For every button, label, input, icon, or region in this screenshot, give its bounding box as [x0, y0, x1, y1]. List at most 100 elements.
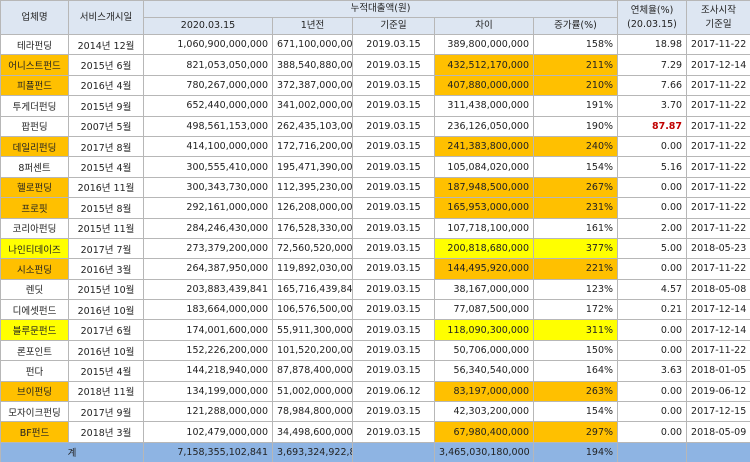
- data-row: 블루문펀드 2017년 6월 174,001,600,000 55,911,300,0…: [0, 319, 750, 341]
- cell: 267%: [532, 176, 619, 199]
- cell: 브이펀딩: [0, 380, 69, 403]
- cell: 0.00: [617, 421, 688, 443]
- cell: 0.00: [617, 339, 688, 362]
- data-row: 테라펀딩 2014년 12월 1,060,900,000,000 671,100,00…: [0, 33, 750, 56]
- cell: 203,883,439,841: [143, 278, 273, 301]
- cell: 144,218,940,000: [143, 360, 273, 382]
- cell: 165,716,439,841: [272, 278, 353, 301]
- cell: 2015년 6월: [68, 54, 144, 76]
- header-cell: 차이: [434, 17, 534, 35]
- header-text: 기준일: [705, 18, 732, 30]
- data-row: 펀다 2015년 4월 144,218,940,000 87,878,400,000 2…: [0, 360, 750, 382]
- cell: 106,576,500,000: [272, 299, 353, 321]
- cell: 200,818,680,000: [434, 237, 534, 260]
- cell: 2019.03.15: [352, 135, 435, 158]
- data-row: 어니스트펀드 2015년 6월 821,053,050,000 388,540,880…: [0, 54, 750, 76]
- header-cell: 조사시작 기준일: [686, 0, 750, 35]
- cell: 190%: [532, 115, 619, 137]
- cell: 78,984,800,000: [272, 401, 353, 423]
- cell: 292,161,000,000: [143, 197, 273, 219]
- cell: 172%: [532, 299, 619, 321]
- empty-cell: [686, 441, 750, 462]
- cell: 273,379,200,000: [143, 237, 273, 260]
- cell: 데일리펀딩: [0, 135, 69, 158]
- cell: 407,880,000,000: [434, 74, 534, 97]
- cell: 0.00: [617, 197, 688, 219]
- cell: 432,512,170,000: [434, 54, 534, 76]
- cell: 코리아펀딩: [0, 217, 69, 239]
- cell: 211%: [532, 54, 619, 76]
- cell: 50,706,000,000: [434, 339, 534, 362]
- cell: 176,528,330,000: [272, 217, 353, 239]
- cell: 264,387,950,000: [143, 258, 273, 280]
- data-row: 나인티데이즈 2017년 7월 273,379,200,000 72,560,520,…: [0, 237, 750, 260]
- cell: 2019.03.15: [352, 95, 435, 117]
- cell: 780,267,000,000: [143, 74, 273, 97]
- cell: 2017-11-22: [686, 135, 750, 158]
- cell: 2019.03.15: [352, 299, 435, 321]
- cell: 2017-12-14: [686, 299, 750, 321]
- cell: 2016년 4월: [68, 74, 144, 97]
- cell: 프로핏: [0, 197, 69, 219]
- empty-cell: [617, 441, 688, 462]
- cell: 2015년 10월: [68, 278, 144, 301]
- header-cell: 서비스개시일: [68, 0, 144, 35]
- cell: 2019.06.12: [352, 380, 435, 403]
- cell: 2017년 8월: [68, 135, 144, 158]
- cell: 389,800,000,000: [434, 33, 534, 56]
- data-row: 론포인트 2016년 10월 152,226,200,000 101,520,200,…: [0, 339, 750, 362]
- cell: 2019.03.15: [352, 156, 435, 178]
- cell: 2019.03.15: [352, 319, 435, 341]
- cell: 300,555,410,000: [143, 156, 273, 178]
- cell: 2019.03.15: [352, 176, 435, 199]
- header-row: 업체명 서비스개시일 누적대출액(원) 연체율(%) (20.03.15) 조사시작 기준일: [0, 0, 750, 35]
- cell: 7.29: [617, 54, 688, 76]
- cell: 55,911,300,000: [272, 319, 353, 341]
- header-cell: 기준일: [352, 17, 435, 35]
- cell: 블루문펀드: [0, 319, 69, 341]
- data-row: BF펀드 2018년 3월 102,479,000,000 34,498,600,00…: [0, 421, 750, 443]
- cell: 2019.03.15: [352, 33, 435, 56]
- data-row: 팝펀딩 2007년 5월 498,561,153,000 262,435,103,00…: [0, 115, 750, 137]
- cell: 2019.03.15: [352, 237, 435, 260]
- cell: 3.63: [617, 360, 688, 382]
- cell: 262,435,103,000: [272, 115, 353, 137]
- cell: 2018년 11월: [68, 380, 144, 403]
- header-text: 업체명: [21, 11, 48, 23]
- cell: 195,471,390,000: [272, 156, 353, 178]
- cell: 0.00: [617, 401, 688, 423]
- data-row: 렌딧 2015년 10월 203,883,439,841 165,716,439,84…: [0, 278, 750, 301]
- cell: 2019.03.15: [352, 258, 435, 280]
- cell: 154%: [532, 401, 619, 423]
- cell: 2016년 3월: [68, 258, 144, 280]
- cell: 112,395,230,000: [272, 176, 353, 199]
- cell: 2019.03.15: [352, 217, 435, 239]
- cell: 414,100,000,000: [143, 135, 273, 158]
- cell: 나인티데이즈: [0, 237, 69, 260]
- cell: 7.66: [617, 74, 688, 97]
- data-row: 시소펀딩 2016년 3월 264,387,950,000 119,892,030,0…: [0, 258, 750, 280]
- cell: 2019.03.15: [352, 360, 435, 382]
- cell: 모자이크펀딩: [0, 401, 69, 423]
- cell: 123%: [532, 278, 619, 301]
- cell: 2019.03.15: [352, 421, 435, 443]
- cell: 2018-05-09: [686, 421, 750, 443]
- cell: 83,197,000,000: [434, 380, 534, 403]
- cell: 2019-06-12: [686, 380, 750, 403]
- cell: 2007년 5월: [68, 115, 144, 137]
- cell: 2017-11-22: [686, 258, 750, 280]
- cell: 3.70: [617, 95, 688, 117]
- cell: 87.87: [617, 115, 688, 137]
- cell: 렌딧: [0, 278, 69, 301]
- cell: 2017-11-22: [686, 339, 750, 362]
- cell: 2017-12-14: [686, 54, 750, 76]
- cell: 284,246,430,000: [143, 217, 273, 239]
- cell: 8퍼센트: [0, 156, 69, 178]
- cell: 2018-01-05: [686, 360, 750, 382]
- cell: 2017년 6월: [68, 319, 144, 341]
- header-text: 서비스개시일: [79, 11, 133, 23]
- data-row: 프로핏 2015년 8월 292,161,000,000 126,208,000,00…: [0, 197, 750, 219]
- cell: 팝펀딩: [0, 115, 69, 137]
- cell: 341,002,000,000: [272, 95, 353, 117]
